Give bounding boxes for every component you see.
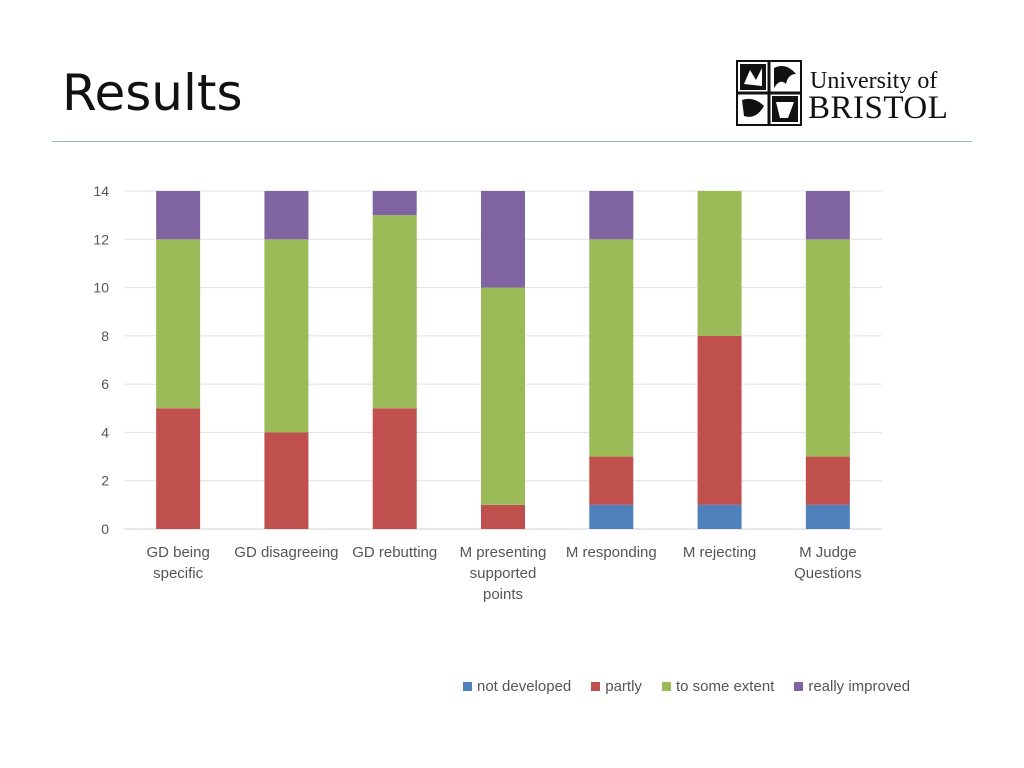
bar-segment — [481, 287, 525, 505]
legend-label: not developed — [477, 678, 572, 695]
legend-item: to some extent — [661, 678, 775, 695]
x-tick-label: GD rebutting — [352, 544, 437, 561]
title-divider — [52, 141, 972, 142]
x-axis-labels: GD being specific GD disagreeing GD rebutti… — [146, 544, 861, 603]
bar-segment — [481, 504, 525, 529]
y-tick-label: 12 — [93, 231, 109, 247]
bar-segment — [264, 239, 309, 433]
bar-segment — [805, 239, 850, 457]
y-tick-label: 10 — [93, 280, 109, 296]
x-tick-label: GD being — [146, 544, 209, 561]
bar-segment — [589, 191, 634, 240]
bar-segment — [589, 456, 634, 505]
bar-segment — [589, 504, 634, 529]
y-axis-ticks: 0 2 4 6 8 10 12 14 — [93, 183, 109, 537]
logo-line-1: University of — [810, 68, 938, 94]
x-tick-label: M presenting — [460, 544, 547, 561]
x-tick-label: supported — [470, 565, 537, 582]
bar-segment — [697, 335, 742, 505]
logo-line-2: BRISTOL — [808, 90, 949, 126]
bar-segment — [697, 191, 742, 336]
x-tick-label: GD disagreeing — [234, 544, 338, 561]
legend-label: partly — [605, 678, 642, 695]
x-tick-label: M Judge — [799, 544, 857, 561]
x-tick-label: points — [483, 586, 523, 603]
legend-label: to some extent — [675, 678, 775, 695]
y-tick-label: 6 — [101, 376, 109, 392]
legend-swatch — [794, 682, 804, 691]
x-tick-label: M responding — [566, 544, 657, 561]
legend-label: really improved — [808, 678, 911, 695]
bar-segment — [372, 408, 417, 529]
y-tick-label: 0 — [101, 521, 109, 537]
legend-item: really improved — [794, 678, 910, 695]
bar-segment — [805, 191, 850, 240]
legend-item: partly — [591, 678, 642, 695]
bar-segment — [372, 191, 417, 216]
bar-segment — [264, 432, 309, 529]
bar-segment — [264, 191, 309, 240]
bars — [156, 191, 850, 529]
legend-item: not developed — [463, 678, 571, 695]
slide-title: Results — [62, 64, 243, 122]
bar-segment — [589, 239, 634, 457]
bar-segment — [156, 191, 201, 240]
bar-segment — [156, 239, 201, 409]
chart-legend: not developed partly to some extent really … — [463, 678, 910, 695]
y-tick-label: 14 — [93, 183, 109, 199]
x-tick-label: specific — [153, 565, 204, 582]
legend-swatch — [463, 682, 472, 691]
bar-segment — [372, 215, 417, 409]
university-logo: University of BRISTOL — [736, 60, 960, 128]
bar-segment — [805, 504, 850, 529]
bar-segment — [697, 504, 742, 529]
legend-swatch — [661, 682, 671, 691]
y-tick-label: 4 — [101, 424, 109, 440]
crest-icon — [736, 60, 802, 126]
legend-swatch — [591, 682, 601, 691]
x-tick-label: M rejecting — [683, 544, 756, 561]
y-tick-label: 8 — [101, 328, 109, 344]
bar-segment — [481, 191, 525, 288]
x-tick-label: Questions — [794, 565, 862, 582]
bar-segment — [156, 408, 201, 529]
y-tick-label: 2 — [101, 473, 109, 489]
bar-segment — [805, 456, 850, 505]
